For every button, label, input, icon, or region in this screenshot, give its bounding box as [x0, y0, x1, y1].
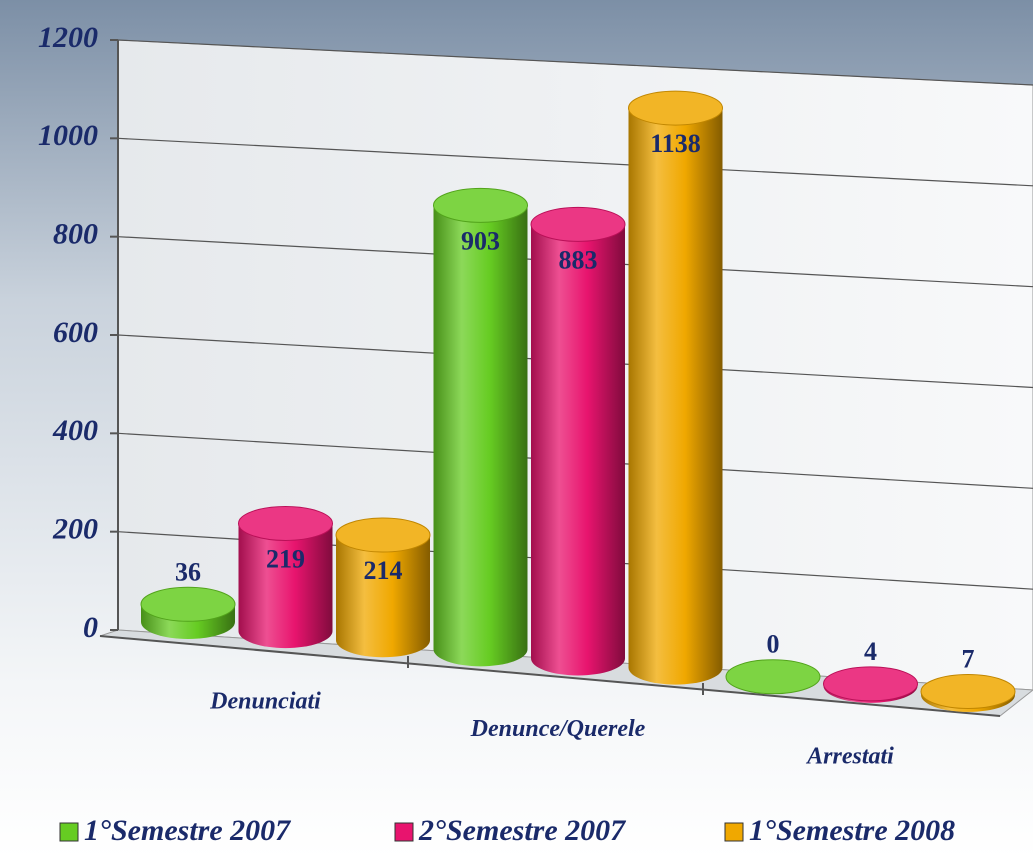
y-tick-label: 400 — [52, 414, 98, 447]
x-tick-label: Denunce/Querele — [470, 716, 646, 742]
legend-label: 1°Semestre 2007 — [84, 814, 291, 847]
value-label: 4 — [864, 637, 877, 666]
x-axis — [99, 635, 1001, 717]
bar-top — [433, 187, 528, 223]
legend-label: 1°Semestre 2008 — [749, 814, 955, 847]
bar-body — [336, 535, 430, 658]
bar — [628, 90, 723, 685]
value-label: 214 — [364, 556, 403, 585]
y-tick-label: 1200 — [38, 21, 98, 54]
legend-swatch — [394, 822, 414, 842]
bar-body — [531, 224, 625, 676]
bar-body — [238, 523, 333, 649]
value-label: 1138 — [650, 129, 701, 158]
bar-top — [725, 659, 821, 695]
bar — [335, 517, 431, 658]
bar-body — [628, 108, 723, 685]
value-label: 0 — [767, 630, 780, 659]
bar — [140, 586, 236, 639]
y-tick-label: 1000 — [38, 119, 98, 152]
bar-top — [530, 206, 626, 242]
legend-swatch — [724, 822, 744, 842]
y-tick-label: 0 — [83, 611, 98, 644]
y-tick-label: 800 — [53, 218, 98, 251]
value-label: 883 — [559, 245, 598, 274]
bar-body — [433, 205, 528, 667]
grid-line — [117, 137, 1033, 187]
bar — [530, 206, 626, 676]
value-label: 36 — [175, 557, 201, 586]
bar — [433, 187, 528, 667]
x-tick-label: Denunciati — [209, 689, 321, 715]
value-label: 7 — [962, 644, 975, 673]
value-label: 219 — [266, 544, 305, 573]
value-label: 903 — [461, 226, 500, 255]
bar — [823, 666, 918, 703]
bar-top — [140, 586, 236, 622]
y-tick-label: 600 — [53, 316, 98, 349]
legend-label: 2°Semestre 2007 — [418, 814, 626, 847]
bar — [238, 505, 333, 649]
legend-swatch — [59, 822, 79, 842]
bar-top — [628, 90, 723, 126]
x-tick-label: Arrestati — [805, 743, 894, 769]
bar — [725, 659, 821, 695]
bar — [920, 673, 1016, 712]
bar-top — [823, 666, 918, 702]
bar-top — [335, 517, 431, 553]
bar-top — [920, 673, 1016, 709]
grid-line — [117, 39, 1033, 86]
bar-top — [238, 505, 333, 541]
y-tick-label: 200 — [52, 513, 98, 546]
